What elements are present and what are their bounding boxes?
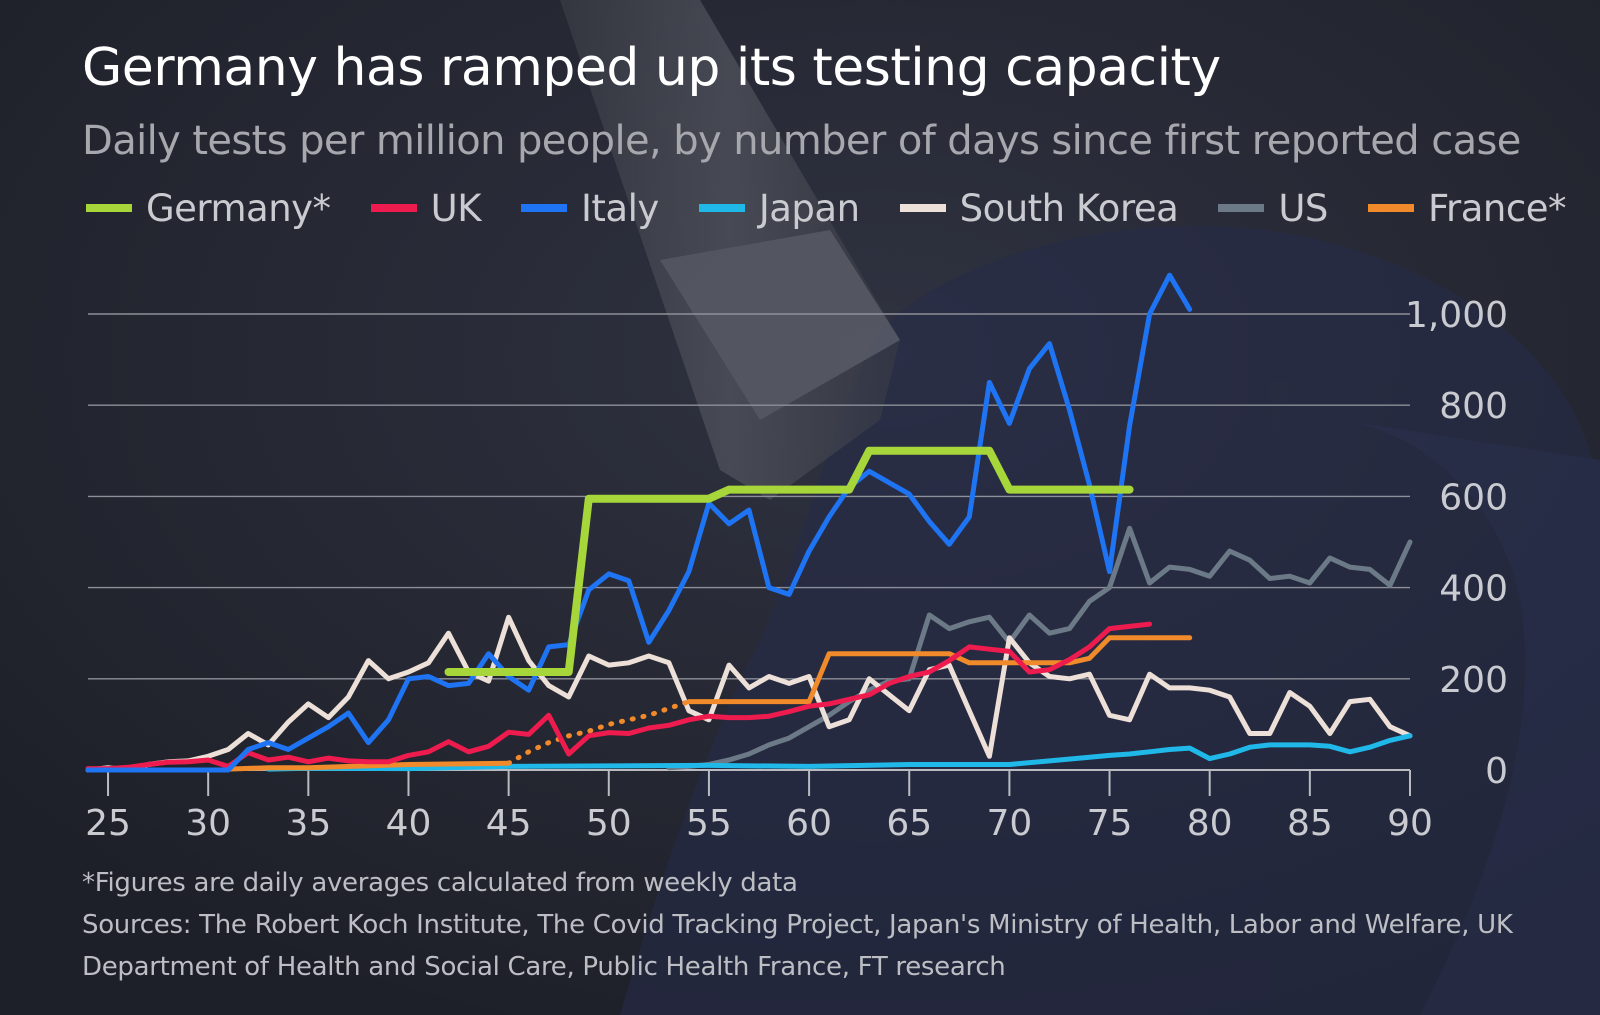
- legend-swatch-japan: [698, 204, 745, 212]
- series-line-us: [666, 525, 1413, 771]
- legend-swatch-italy: [521, 204, 568, 212]
- legend-item-france: France*: [1367, 186, 1567, 230]
- legend-item-italy: Italy: [521, 187, 659, 230]
- series-line-germany: [444, 446, 1134, 676]
- legend-label-italy: Italy: [581, 186, 659, 230]
- legend-item-germany: Germany*: [86, 187, 331, 230]
- x-tick-label: 80: [1187, 803, 1233, 844]
- legend-swatch-us: [1218, 204, 1265, 212]
- legend-item-uk: UK: [370, 186, 482, 230]
- series-line-france-start: [225, 760, 512, 772]
- y-tick-label: 600: [1439, 477, 1508, 518]
- legend-label-uk: UK: [430, 186, 482, 230]
- legend-item-japan: Japan: [698, 186, 860, 230]
- test-tube: [560, 0, 900, 500]
- legend-swatch-uk: [370, 204, 417, 212]
- footnote: *Figures are daily averages calculated f…: [82, 868, 798, 898]
- legend-label-us: US: [1278, 186, 1328, 230]
- y-tick-label: 1,000: [1405, 295, 1508, 336]
- x-tick-label: 90: [1387, 803, 1433, 844]
- x-tick-label: 45: [486, 803, 532, 844]
- x-tick-label: 50: [586, 803, 632, 844]
- x-tick-label: 40: [386, 803, 432, 844]
- x-tick-label: 35: [285, 803, 331, 844]
- sources-text: Sources: The Robert Koch Institute, The …: [82, 910, 1513, 982]
- x-tick-label: 55: [686, 803, 732, 844]
- legend-swatch-germany: [86, 204, 132, 212]
- legend-label-germany: Germany*: [146, 186, 331, 230]
- series-line-uk: [85, 621, 1153, 772]
- series-line-france: [686, 635, 1193, 705]
- x-tick-label: 25: [85, 803, 131, 844]
- legend-item-us: US: [1218, 187, 1328, 230]
- x-tick-label: 70: [986, 803, 1032, 844]
- x-tick-label: 75: [1087, 803, 1133, 844]
- legend-swatch-france: [1367, 204, 1414, 212]
- y-tick-label: 0: [1485, 751, 1508, 792]
- x-tick-label: 60: [786, 803, 832, 844]
- x-tick-label: 85: [1287, 803, 1333, 844]
- x-tick-label: 65: [886, 803, 932, 844]
- legend-label-france: France*: [1427, 186, 1567, 230]
- series-line-france-dotted: [506, 699, 692, 766]
- legend-item-south-korea: South Korea: [899, 186, 1179, 230]
- legend-label-japan: Japan: [758, 186, 860, 230]
- legend: Germany* UK Italy Japan South Korea US F…: [86, 184, 1567, 232]
- y-tick-label: 800: [1439, 386, 1508, 427]
- series-line-japan: [265, 733, 1413, 772]
- legend-swatch-south-korea: [899, 204, 946, 212]
- legend-label-south-korea: South Korea: [959, 186, 1179, 230]
- series-line-south-korea: [85, 614, 1413, 773]
- chart-title: Germany has ramped up its testing capaci…: [82, 38, 1221, 98]
- y-tick-label: 400: [1439, 569, 1508, 610]
- y-tick-label: 200: [1439, 660, 1508, 701]
- series-line-italy: [85, 272, 1193, 773]
- chart-subtitle: Daily tests per million people, by numbe…: [82, 118, 1521, 164]
- x-tick-label: 30: [185, 803, 231, 844]
